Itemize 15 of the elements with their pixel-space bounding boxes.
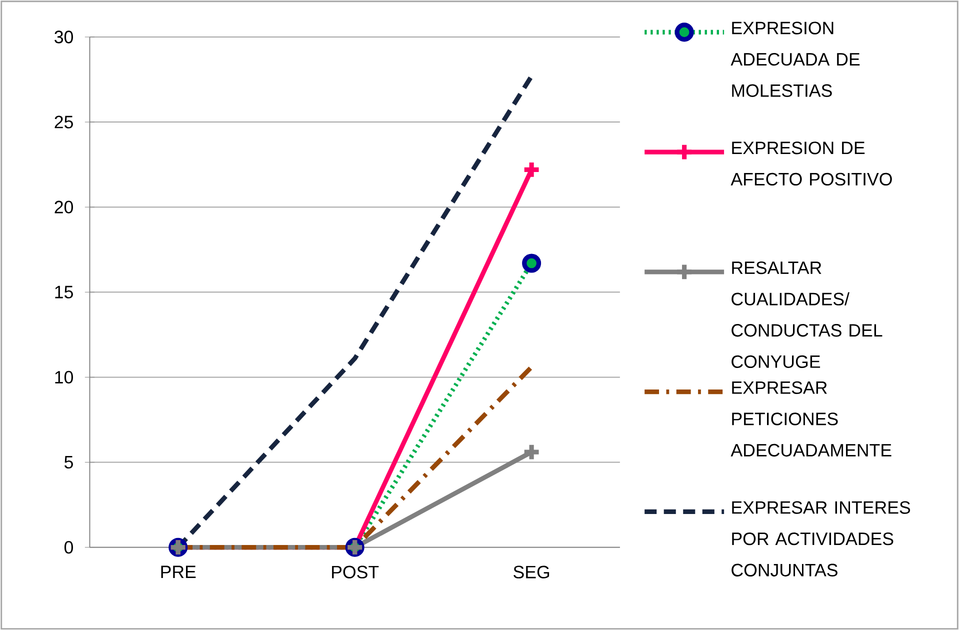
y-tick-label: 0 xyxy=(64,540,73,554)
x-tick-label: PRE xyxy=(161,566,196,578)
legend-label: EXPRESION ADECUADA DE MOLESTIAS xyxy=(730,22,860,97)
y-tick-label: 5 xyxy=(64,456,73,468)
y-tick-label: 30 xyxy=(54,30,73,44)
legend-label: EXPRESAR INTERES POR ACTIVIDADES CONJUNTAS xyxy=(732,501,910,576)
y-tick-label: 25 xyxy=(54,116,73,128)
x-tick-label: SEG xyxy=(514,566,550,578)
legend-label: RESALTAR CUALIDADES/ CONDUCTAS DEL CONYUGE xyxy=(732,261,882,368)
y-tick-label: 10 xyxy=(55,370,73,384)
legend-label: EXPRESAR PETICIONES ADECUADAMENTE xyxy=(730,381,892,456)
legend-label: EXPRESION DE AFECTO POSITIVO xyxy=(730,141,892,186)
y-tick-label: 20 xyxy=(54,200,73,214)
x-tick-label: POST xyxy=(332,566,379,578)
y-tick-label: 15 xyxy=(55,286,73,298)
